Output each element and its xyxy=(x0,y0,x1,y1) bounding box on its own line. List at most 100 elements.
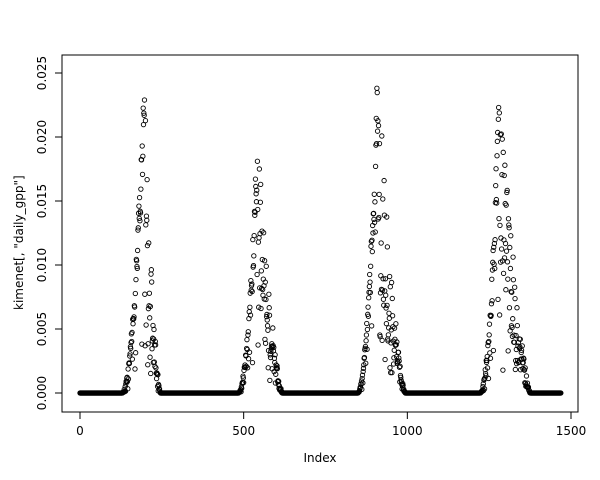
data-point xyxy=(258,305,264,312)
data-point xyxy=(268,348,274,355)
data-point xyxy=(136,203,142,209)
data-point xyxy=(512,284,518,290)
data-point xyxy=(249,281,255,287)
data-point xyxy=(379,287,386,293)
data-point xyxy=(246,349,253,355)
data-point xyxy=(500,367,506,373)
data-point xyxy=(379,133,385,139)
data-point xyxy=(129,338,135,345)
data-point xyxy=(241,367,247,374)
data-point xyxy=(490,247,496,254)
data-point xyxy=(143,222,149,228)
data-point xyxy=(374,128,381,134)
data-point xyxy=(525,384,532,390)
data-point xyxy=(384,302,390,308)
data-point xyxy=(139,143,145,149)
data-point xyxy=(510,254,516,260)
data-point xyxy=(134,265,140,272)
data-point xyxy=(392,342,399,348)
data-point xyxy=(141,112,147,118)
data-point xyxy=(142,117,149,124)
data-point xyxy=(380,296,387,302)
data-point xyxy=(127,353,133,359)
data-point xyxy=(558,390,564,396)
x-tick-label: 1000 xyxy=(392,424,423,438)
data-point xyxy=(132,304,138,310)
data-point xyxy=(274,363,280,369)
data-point xyxy=(378,240,384,246)
data-point xyxy=(365,304,371,310)
data-point xyxy=(507,265,514,272)
data-point xyxy=(127,351,133,357)
data-point xyxy=(497,222,503,229)
data-point xyxy=(372,199,378,205)
data-point xyxy=(136,215,142,222)
data-point xyxy=(369,249,375,255)
data-point xyxy=(370,210,377,217)
x-tick-label: 1500 xyxy=(556,424,587,438)
data-point xyxy=(507,244,513,251)
data-point xyxy=(264,311,270,318)
data-point xyxy=(145,362,151,368)
data-point xyxy=(365,313,372,319)
data-point xyxy=(360,365,367,371)
data-point xyxy=(371,219,378,226)
data-point xyxy=(502,162,508,168)
data-point xyxy=(393,321,399,327)
data-point xyxy=(273,371,279,377)
data-point xyxy=(503,248,510,254)
data-point xyxy=(367,289,373,296)
data-point xyxy=(263,263,269,269)
data-point xyxy=(149,346,155,352)
data-point xyxy=(374,90,380,96)
data-point xyxy=(368,323,375,329)
data-point xyxy=(128,345,134,352)
data-point xyxy=(254,158,261,164)
data-point xyxy=(125,386,131,392)
data-point xyxy=(131,316,137,322)
data-point xyxy=(242,364,248,371)
data-point xyxy=(396,358,402,364)
data-point xyxy=(367,271,373,278)
data-point xyxy=(388,279,395,286)
data-point xyxy=(366,295,372,301)
data-point xyxy=(156,383,162,389)
data-point xyxy=(256,235,262,241)
data-point xyxy=(124,378,131,385)
data-point xyxy=(238,389,244,395)
data-point xyxy=(126,360,133,367)
data-point xyxy=(255,206,261,213)
data-point xyxy=(245,332,251,338)
data-point xyxy=(383,292,389,298)
data-point xyxy=(397,363,403,370)
data-point xyxy=(144,242,151,249)
data-point xyxy=(148,271,154,277)
y-axis-label: kimenet[, "daily_gpp"] xyxy=(12,175,26,310)
data-point xyxy=(489,298,495,304)
data-point xyxy=(521,356,527,362)
data-point xyxy=(146,240,152,246)
data-point xyxy=(497,131,503,138)
data-point xyxy=(364,320,370,327)
data-point xyxy=(266,312,273,318)
data-point xyxy=(250,263,257,269)
data-point xyxy=(244,337,250,343)
data-point xyxy=(150,335,156,341)
data-point xyxy=(266,291,272,297)
data-point xyxy=(391,355,397,361)
y-tick-label: 0.025 xyxy=(35,56,49,90)
data-point xyxy=(375,122,382,129)
data-point xyxy=(129,356,136,362)
data-point xyxy=(374,85,380,91)
data-point xyxy=(359,386,365,392)
data-point xyxy=(147,315,153,321)
data-point xyxy=(148,370,154,377)
data-point xyxy=(523,373,530,379)
data-point xyxy=(487,355,494,361)
data-point xyxy=(147,303,154,310)
data-point xyxy=(505,348,511,354)
x-axis-label: Index xyxy=(303,451,337,465)
data-point xyxy=(395,349,402,355)
data-point xyxy=(272,352,278,358)
data-point xyxy=(151,326,157,333)
